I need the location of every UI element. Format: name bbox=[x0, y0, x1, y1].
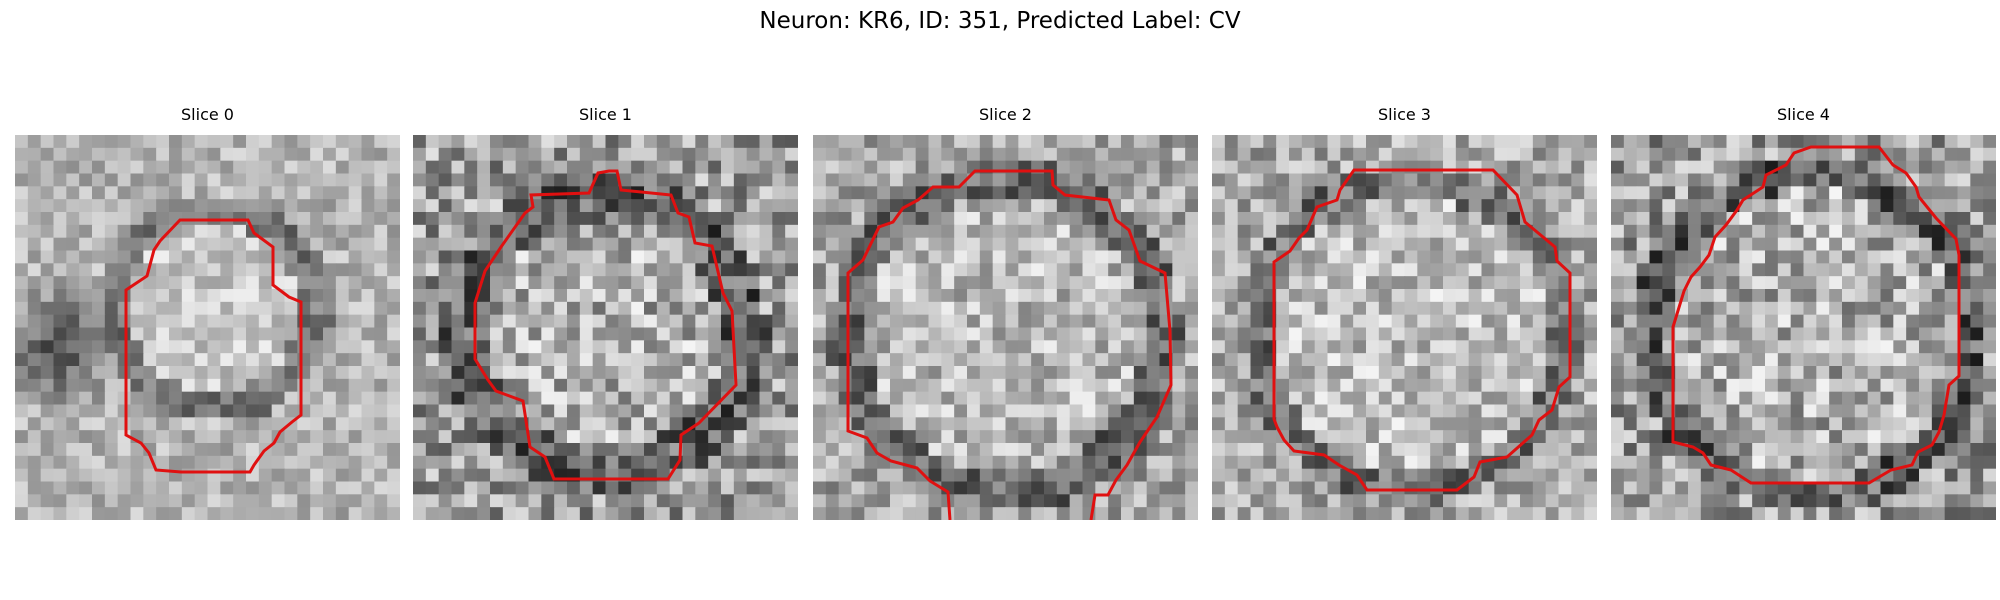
slice-svg-1 bbox=[413, 135, 798, 520]
slice-svg-4 bbox=[1611, 135, 1996, 520]
slice-image-4 bbox=[1611, 135, 1996, 520]
slice-svg-3 bbox=[1212, 135, 1597, 520]
slice-title-1: Slice 1 bbox=[413, 105, 798, 124]
slice-svg-0 bbox=[15, 135, 400, 520]
slice-svg-2 bbox=[813, 135, 1198, 520]
grayscale-pixels bbox=[813, 135, 1198, 520]
grayscale-pixels bbox=[413, 135, 798, 520]
slice-title-0: Slice 0 bbox=[15, 105, 400, 124]
slice-title-2: Slice 2 bbox=[813, 105, 1198, 124]
slice-title-3: Slice 3 bbox=[1212, 105, 1597, 124]
slice-image-2 bbox=[813, 135, 1198, 520]
slice-image-1 bbox=[413, 135, 798, 520]
slice-title-4: Slice 4 bbox=[1611, 105, 1996, 124]
slice-image-0 bbox=[15, 135, 400, 520]
grayscale-pixels bbox=[1611, 135, 1996, 520]
grayscale-pixels bbox=[15, 135, 400, 520]
figure-title: Neuron: KR6, ID: 351, Predicted Label: C… bbox=[0, 8, 2000, 34]
slice-image-3 bbox=[1212, 135, 1597, 520]
grayscale-pixels bbox=[1212, 135, 1597, 520]
